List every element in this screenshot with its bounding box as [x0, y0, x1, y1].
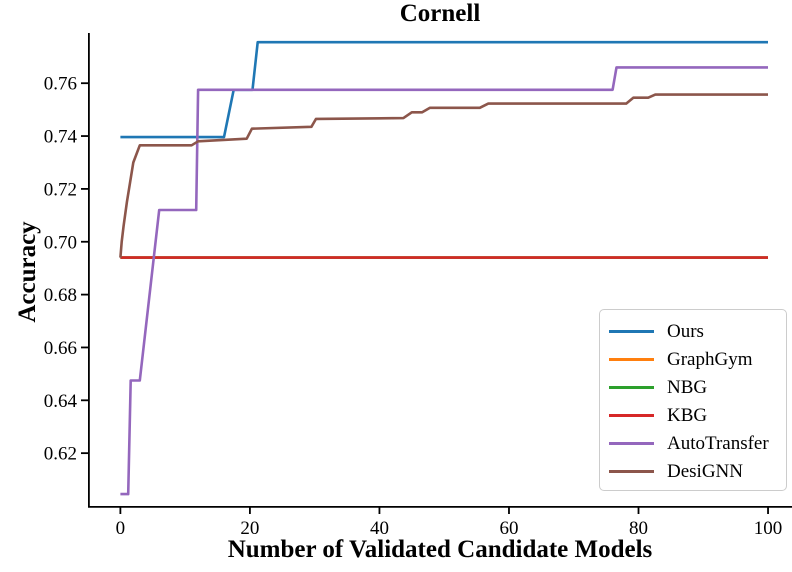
legend-item-graphgym: GraphGym [609, 345, 786, 373]
series-line-designn [119, 93, 768, 258]
legend-swatch-autotransfer [609, 441, 654, 445]
legend-label: DesiGNN [667, 460, 743, 482]
y-tick-label: 0.62 [44, 444, 77, 465]
x-tick-label: 0 [116, 518, 126, 539]
legend-item-kbg: KBG [609, 401, 786, 429]
x-tick-label: 80 [629, 518, 648, 539]
legend-item-nbg: NBG [609, 373, 786, 401]
x-tick-label: 100 [754, 518, 783, 539]
legend-item-ours: Ours [609, 317, 786, 345]
y-tick-label: 0.70 [44, 232, 77, 253]
legend-label: Ours [667, 320, 704, 342]
y-tick-label: 0.72 [44, 179, 77, 200]
legend-label: NBG [667, 376, 708, 398]
legend-label: AutoTransfer [667, 432, 769, 454]
x-axis-label: Number of Validated Candidate Models [227, 536, 653, 563]
legend-swatch-graphgym [609, 357, 654, 361]
x-tick-label: 20 [240, 518, 259, 539]
legend-item-autotransfer: AutoTransfer [609, 429, 786, 457]
y-tick-label: 0.64 [44, 391, 78, 412]
legend-item-designn: DesiGNN [609, 457, 786, 485]
legend: Ours GraphGym NBG KBG AutoTransfer DesiGNN [599, 309, 787, 491]
x-tick-label: 60 [499, 518, 518, 539]
y-tick-label: 0.76 [44, 74, 77, 95]
legend-swatch-kbg [609, 413, 654, 417]
legend-swatch-nbg [609, 385, 654, 389]
y-tick-label: 0.74 [44, 127, 78, 148]
y-tick-label: 0.68 [44, 285, 77, 306]
chart-title: Cornell [399, 0, 481, 27]
x-tick-label: 40 [370, 518, 389, 539]
y-tick-label: 0.66 [44, 338, 77, 359]
legend-swatch-ours [609, 329, 654, 333]
legend-label: KBG [667, 404, 708, 426]
series-line-autotransfer [120, 66, 768, 496]
legend-label: GraphGym [667, 348, 753, 370]
legend-swatch-designn [609, 469, 654, 473]
